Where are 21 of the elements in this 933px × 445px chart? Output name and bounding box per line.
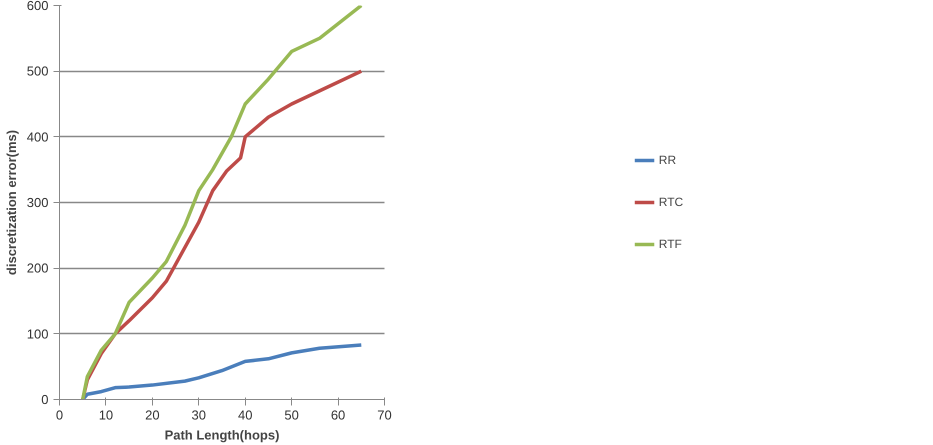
y-tick-label: 300: [26, 195, 49, 210]
y-tick-label: 600: [26, 0, 49, 13]
x-tick-label: 20: [145, 408, 160, 422]
y-tick-label: 0: [41, 392, 49, 407]
x-tick-label: 30: [192, 408, 206, 422]
x-axis-title: Path Length(hops): [164, 428, 280, 442]
x-tick-label: 10: [98, 408, 114, 422]
x-tick-label: 70: [377, 408, 392, 422]
x-tick-label: 0: [56, 408, 64, 422]
x-tick-label: 50: [284, 408, 299, 422]
y-axis-title: discretization error(ms): [4, 130, 19, 276]
y-tick-label: 100: [26, 326, 49, 342]
y-tick-label: 200: [26, 260, 49, 276]
x-tick-label: 40: [238, 408, 252, 422]
line-series: [80, 6, 364, 400]
y-tick-label: 400: [26, 129, 49, 144]
x-tick-label: 60: [330, 408, 346, 422]
legend-label: RR: [658, 153, 678, 167]
legend-label: RTC: [658, 195, 684, 209]
legend-label: RTF: [658, 237, 682, 251]
y-tick-label: 500: [26, 64, 49, 79]
